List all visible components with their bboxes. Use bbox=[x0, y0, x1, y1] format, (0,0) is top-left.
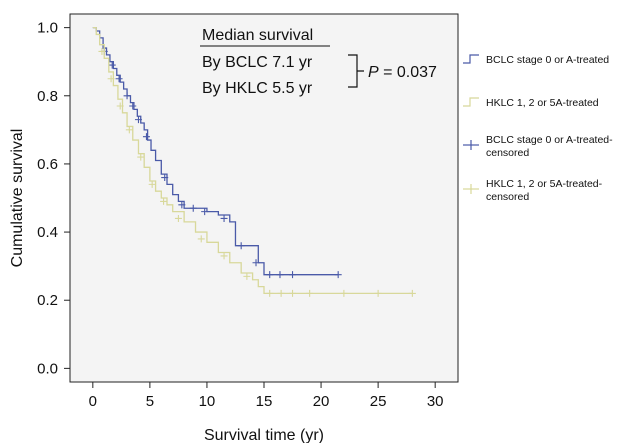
legend-symbol-1 bbox=[463, 97, 479, 107]
censor-mark-0 bbox=[201, 208, 209, 216]
censor-mark-1 bbox=[125, 126, 133, 134]
censor-mark-0 bbox=[108, 61, 116, 69]
x-tick-label: 20 bbox=[313, 393, 330, 410]
censor-mark-1 bbox=[266, 289, 274, 297]
annotation-line-hklc: By HKLC 5.5 yr bbox=[202, 80, 313, 97]
y-axis-title: Cumulative survival bbox=[9, 129, 26, 268]
censor-mark-1 bbox=[174, 214, 182, 222]
y-tick-label: 0.4 bbox=[37, 224, 58, 241]
annotation-brace bbox=[348, 54, 364, 88]
censor-mark-1 bbox=[243, 272, 251, 280]
annotation-line-bclc: By BCLC 7.1 yr bbox=[202, 54, 313, 71]
censor-mark-0 bbox=[252, 259, 260, 267]
censor-mark-1 bbox=[148, 180, 156, 188]
censor-mark-1 bbox=[107, 75, 115, 83]
censor-mark-0 bbox=[237, 242, 245, 250]
y-tick-label: 0.6 bbox=[37, 156, 58, 173]
censor-mark-1 bbox=[408, 289, 416, 297]
y-tick-label: 1.0 bbox=[37, 20, 58, 37]
survival-curve-1 bbox=[92, 26, 413, 295]
censor-mark-0 bbox=[129, 102, 137, 110]
censor-mark-0 bbox=[334, 271, 342, 279]
censor-mark-0 bbox=[134, 116, 142, 124]
censor-mark-0 bbox=[178, 201, 186, 209]
censor-mark-1 bbox=[98, 47, 106, 55]
censor-mark-0 bbox=[142, 133, 150, 141]
censor-mark-0 bbox=[289, 271, 297, 279]
legend-label-1: HKLC 1, 2 or 5A-treated bbox=[486, 97, 599, 109]
median-annotation: Median survival By BCLC 7.1 yr By HKLC 5… bbox=[200, 27, 437, 97]
censor-mark-1 bbox=[220, 252, 228, 260]
x-tick-label: 10 bbox=[199, 393, 216, 410]
annotation-heading: Median survival bbox=[202, 27, 313, 44]
censor-mark-0 bbox=[266, 271, 274, 279]
censor-mark-1 bbox=[116, 102, 124, 110]
censor-mark-1 bbox=[306, 289, 314, 297]
x-axis: 0 5 10 15 20 25 30 bbox=[89, 382, 444, 410]
censor-mark-0 bbox=[189, 204, 197, 212]
censor-mark-1 bbox=[197, 235, 205, 243]
x-tick-label: 15 bbox=[256, 393, 273, 410]
x-axis-title: Survival time (yr) bbox=[204, 427, 324, 443]
censor-mark-1 bbox=[374, 289, 382, 297]
series-layer bbox=[92, 26, 416, 297]
p-label: P bbox=[368, 64, 379, 81]
y-tick-label: 0.0 bbox=[37, 360, 58, 377]
censor-mark-1 bbox=[340, 289, 348, 297]
x-tick-label: 30 bbox=[427, 393, 444, 410]
legend-symbol-2 bbox=[463, 140, 479, 150]
censor-mark-1 bbox=[160, 197, 168, 205]
censor-mark-1 bbox=[289, 289, 297, 297]
censor-mark-1 bbox=[137, 153, 145, 161]
y-axis: 0.0 0.2 0.4 0.6 0.8 1.0 bbox=[37, 20, 70, 377]
censor-mark-1 bbox=[277, 289, 285, 297]
y-tick-label: 0.8 bbox=[37, 88, 58, 105]
x-tick-label: 25 bbox=[370, 393, 387, 410]
x-tick-label: 0 bbox=[89, 393, 97, 410]
survival-curve-0 bbox=[92, 26, 339, 276]
legend-label-2: BCLC stage 0 or A-treated-censored bbox=[486, 134, 613, 159]
censor-mark-0 bbox=[220, 214, 228, 222]
y-tick-label: 0.2 bbox=[37, 292, 58, 309]
censor-mark-0 bbox=[115, 75, 123, 83]
legend-label-0: BCLC stage 0 or A-treated bbox=[486, 54, 609, 66]
p-value-text: P = 0.037 bbox=[368, 64, 437, 81]
censor-mark-0 bbox=[276, 271, 284, 279]
legend: BCLC stage 0 or A-treated HKLC 1, 2 or 5A… bbox=[463, 54, 613, 203]
legend-symbol-0 bbox=[463, 54, 479, 64]
censor-mark-0 bbox=[161, 174, 169, 182]
censor-mark-0 bbox=[123, 92, 131, 100]
legend-symbol-3 bbox=[463, 184, 479, 194]
legend-label-3: HKLC 1, 2 or 5A-treated-censored bbox=[486, 178, 603, 203]
x-tick-label: 5 bbox=[146, 393, 154, 410]
p-value: = 0.037 bbox=[379, 64, 437, 81]
plot-area bbox=[69, 13, 459, 383]
